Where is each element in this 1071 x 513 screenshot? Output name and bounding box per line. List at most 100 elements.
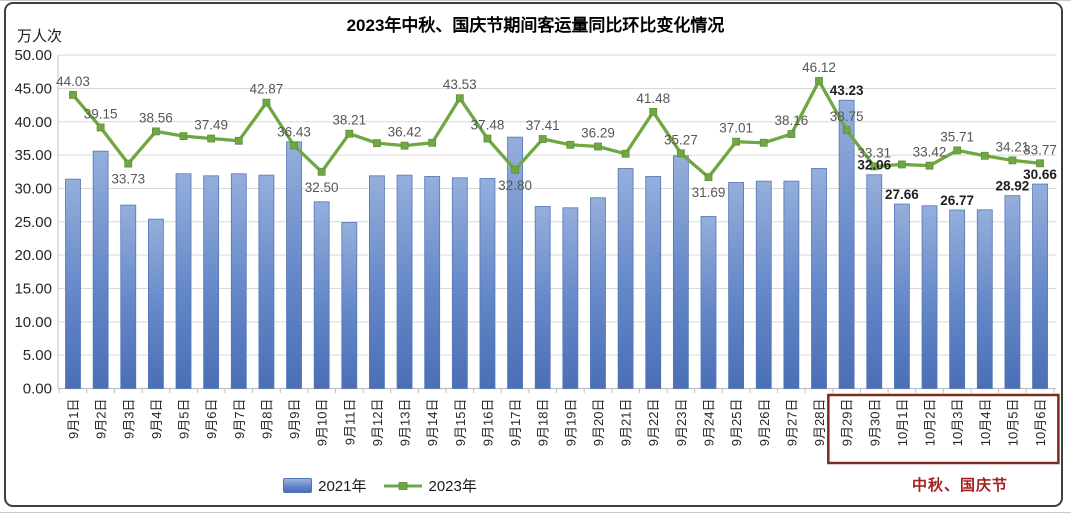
x-tick-label: 9月19日	[563, 399, 578, 447]
line-data-label: 38.56	[139, 110, 173, 125]
x-tick-label: 10月5日	[1005, 398, 1020, 446]
line-data-label: 38.16	[774, 113, 808, 128]
bar-2021	[755, 180, 772, 389]
line-marker-2023	[621, 149, 630, 158]
line-marker-2023	[290, 141, 298, 150]
bar-2021	[147, 218, 164, 389]
line-data-label: 38.21	[332, 113, 366, 128]
bar-2021	[230, 173, 247, 389]
line-data-label: 41.48	[636, 91, 670, 106]
line-2023	[71, 79, 1042, 179]
x-tick-label: 9月5日	[177, 399, 192, 439]
x-tick-label: 9月22日	[646, 399, 661, 447]
line-data-label: 35.27	[664, 132, 698, 147]
line-marker-2023	[373, 139, 381, 148]
line-marker-2023	[566, 140, 575, 149]
bar-2021	[672, 155, 689, 389]
line-marker-2023	[69, 91, 77, 99]
line-data-label: 33.31	[857, 145, 891, 160]
legend-line-swatch-icon	[383, 481, 422, 490]
line-marker-2023	[455, 94, 464, 103]
y-tick-label: 40.00	[14, 114, 52, 131]
x-tick-label: 9月17日	[508, 399, 523, 447]
bar-data-label: 32.06	[857, 158, 891, 173]
bar-2021	[92, 150, 109, 389]
bar-2021	[65, 178, 81, 389]
x-tick-label: 9月12日	[370, 399, 385, 447]
line-marker-2023	[676, 149, 685, 158]
x-tick-label: 9月23日	[674, 399, 689, 447]
bar-2021	[369, 175, 385, 389]
x-tick-label: 9月29日	[840, 399, 855, 447]
x-tick-label: 9月15日	[453, 399, 468, 447]
line-data-label: 35.71	[940, 129, 974, 144]
line-data-label: 32.50	[305, 180, 339, 195]
line-marker-2023	[483, 134, 492, 143]
x-tick-label: 9月3日	[121, 399, 136, 439]
x-tick-label: 9月26日	[757, 399, 772, 447]
line-marker-2023	[704, 173, 713, 182]
bar-2021	[341, 222, 358, 389]
line-marker-2023	[1036, 159, 1044, 168]
x-tick-label: 9月4日	[149, 399, 164, 439]
bar-2021	[175, 173, 192, 389]
bar-2021	[313, 201, 330, 389]
x-tick-label: 9月1日	[66, 399, 81, 439]
line-marker-2023	[925, 161, 934, 170]
line-marker-2023	[124, 159, 133, 168]
line-data-label: 42.87	[250, 82, 284, 97]
line-data-label: 31.69	[692, 185, 726, 200]
x-tick-label: 9月28日	[812, 399, 827, 447]
line-marker-2023	[815, 77, 823, 85]
line-data-label: 36.42	[388, 125, 422, 140]
bar-2021	[507, 136, 523, 389]
bar-2021	[728, 182, 745, 389]
line-marker-2023	[179, 132, 188, 141]
holiday-box	[827, 393, 1060, 465]
line-marker-2023	[842, 126, 851, 135]
y-tick-label: 20.00	[14, 247, 52, 264]
bar-2021	[949, 209, 966, 389]
x-tick-label: 9月21日	[619, 399, 634, 447]
bar-data-label: 28.92	[996, 179, 1030, 194]
bar-2021	[783, 180, 800, 389]
x-tick-label: 9月24日	[701, 399, 716, 447]
line-marker-2023	[96, 123, 105, 132]
legend-label-2021: 2021年	[318, 478, 367, 495]
bar-2021	[866, 174, 883, 389]
bar-2021	[451, 177, 468, 389]
x-tick-label: 9月16日	[480, 399, 495, 447]
bar-2021	[811, 168, 827, 389]
x-tick-label: 9月10日	[315, 399, 330, 447]
bar-2021	[562, 207, 579, 389]
y-tick-label: 30.00	[14, 180, 52, 197]
x-tick-label: 9月9日	[287, 399, 302, 439]
bar-2021	[1032, 183, 1048, 389]
line-marker-2023	[538, 135, 547, 143]
y-tick-label: 0.00	[23, 381, 52, 398]
bar-2021	[479, 178, 496, 389]
line-marker-2023	[594, 142, 602, 151]
holiday-annotation-label: 中秋、国庆节	[911, 477, 1008, 494]
line-data-label: 37.41	[526, 118, 560, 133]
x-tick-label: 9月8日	[259, 399, 274, 439]
line-marker-2023	[345, 129, 354, 138]
bar-2021	[286, 141, 302, 389]
bar-2021	[921, 205, 938, 389]
bar-2021	[590, 197, 606, 389]
line-marker-2023	[207, 134, 216, 143]
bar-2021	[838, 99, 855, 389]
line-data-label: 39.15	[84, 106, 118, 121]
bar-2021	[1004, 195, 1021, 389]
line-marker-2023	[980, 151, 989, 160]
line-marker-2023	[898, 160, 906, 169]
line-marker-2023	[1008, 156, 1017, 165]
line-data-label: 33.77	[1023, 142, 1057, 157]
legend-item-2023: 2023年	[383, 475, 477, 496]
x-tick-label: 9月14日	[425, 399, 440, 447]
y-tick-label: 10.00	[14, 314, 52, 331]
line-marker-2023	[649, 108, 658, 116]
line-data-label: 43.53	[443, 77, 477, 92]
line-data-label: 34.21	[996, 139, 1030, 154]
bar-data-label: 43.23	[830, 83, 864, 98]
